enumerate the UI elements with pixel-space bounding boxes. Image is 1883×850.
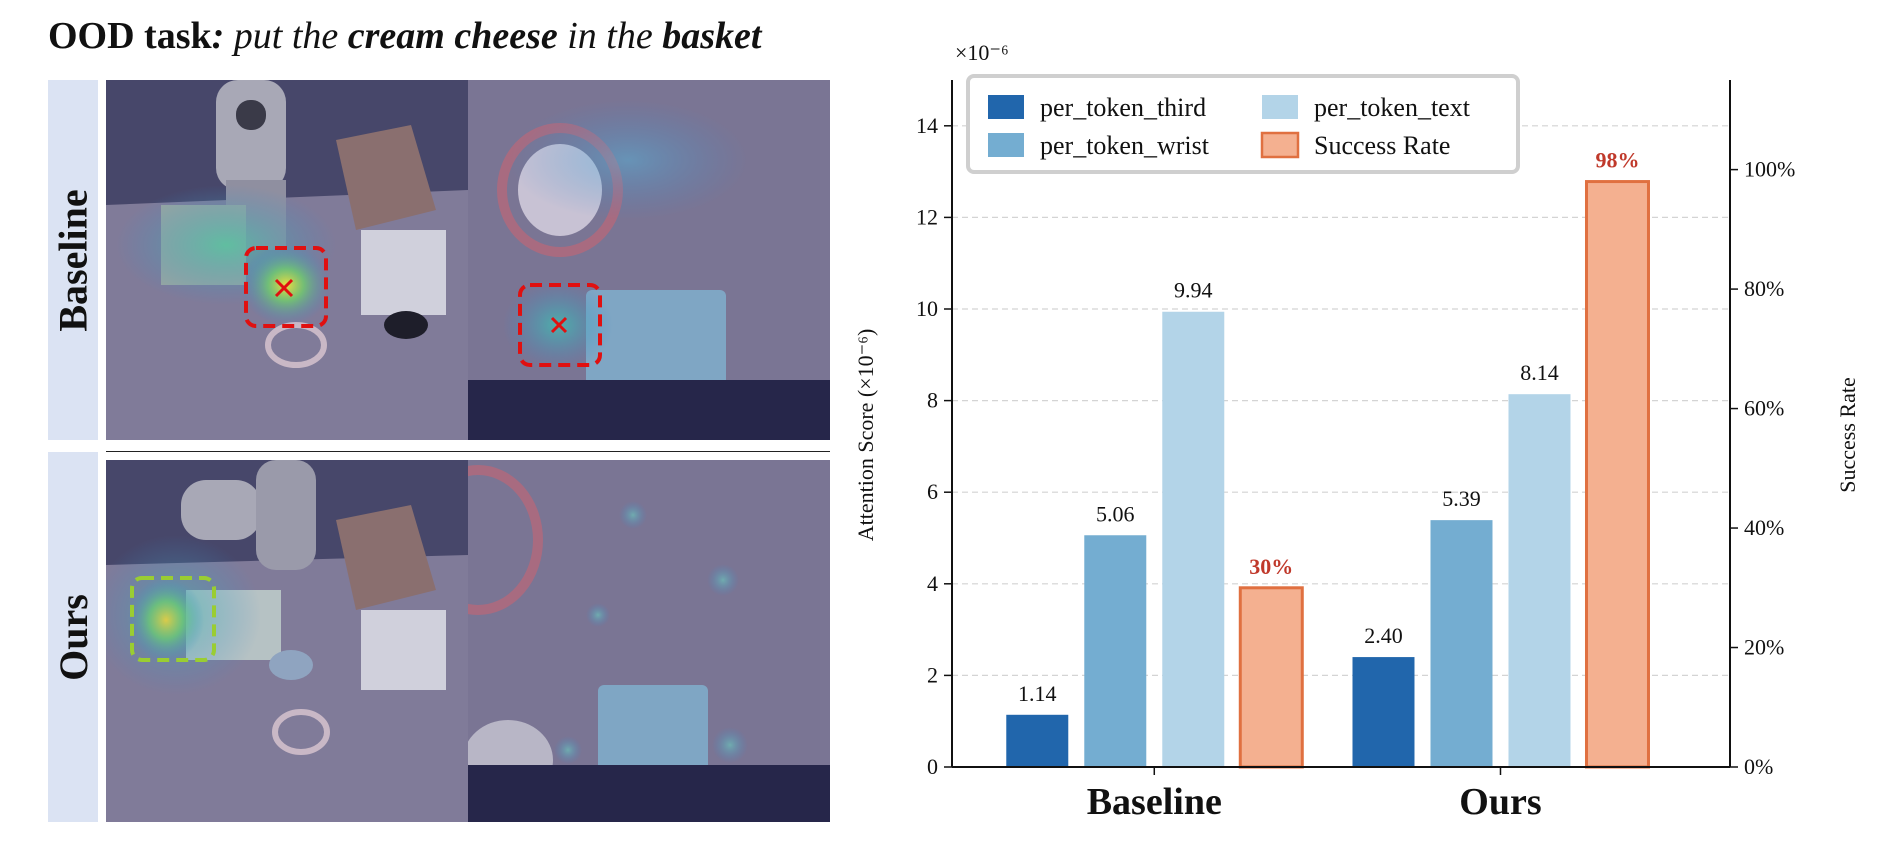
bar-value-label: 9.94 (1174, 278, 1213, 303)
y-axis-title: Attention Score (×10⁻⁶) (853, 329, 878, 542)
task-title-part-3: in the (567, 15, 653, 57)
legend-entry-label: per_token_wrist (1040, 131, 1210, 160)
ours-row-band (48, 452, 98, 822)
baseline-wrist-view-image (468, 80, 830, 440)
task-title-object: cream cheese (347, 15, 558, 57)
legend-box (966, 74, 1520, 174)
bar-value-label: 5.39 (1442, 486, 1481, 511)
bar-per-token-wrist-baseline (1084, 535, 1147, 767)
legend-swatch (988, 133, 1024, 157)
y-tick-label: 8 (927, 388, 938, 413)
x-category-label: Ours (1459, 781, 1541, 823)
attention-score-chart: 1.14 5.06 9.94 30% 2.40 5.39 8.14 98% 0 2 4 6 8 10 12… (853, 40, 1860, 823)
bar-value-label: 5.06 (1096, 501, 1135, 526)
bar-value-label: 1.14 (1018, 681, 1057, 706)
bar-per-token-text-ours (1508, 394, 1571, 767)
y2-tick-label: 60% (1744, 396, 1784, 421)
bar-per-token-wrist-ours (1430, 520, 1493, 767)
legend-swatch (1262, 95, 1298, 119)
bar-per-token-third-ours (1352, 657, 1415, 767)
axes: 0 2 4 6 8 10 12 14 0% 20% 40% 60% 80% 100% Baseline Our… (916, 80, 1795, 823)
task-title-target: basket (662, 15, 762, 57)
task-title-part-1: put the (233, 15, 339, 57)
bars: 1.14 5.06 9.94 30% 2.40 5.39 8.14 98% (1006, 148, 1650, 769)
bar-value-label: 8.14 (1520, 360, 1559, 385)
baseline-third-view-image (106, 80, 468, 440)
bar-value-label: 30% (1249, 554, 1293, 579)
legend-entry-label: Success Rate (1314, 131, 1450, 160)
y-tick-label: 4 (927, 571, 938, 596)
y2-tick-label: 20% (1744, 635, 1784, 660)
y2-axis-title: Success Rate (1835, 377, 1860, 492)
legend: per_token_third per_token_wrist per_token_… (966, 74, 1520, 174)
y2-tick-label: 100% (1744, 157, 1795, 182)
x-category-label: Baseline (1087, 781, 1222, 823)
baseline-row-band (48, 80, 98, 440)
bar-per-token-text-baseline (1162, 311, 1225, 767)
y-axis-exponent: ×10⁻⁶ (955, 40, 1009, 65)
legend-swatch (988, 95, 1024, 119)
task-title-prefix: OOD task (48, 15, 212, 57)
bar-value-label: 98% (1595, 148, 1639, 173)
y-tick-label: 2 (927, 662, 938, 687)
ours-row-label: Ours (50, 593, 96, 681)
legend-entry-label: per_token_third (1040, 93, 1206, 122)
y-tick-label: 6 (927, 479, 938, 504)
legend-entry-label: per_token_text (1314, 93, 1471, 122)
bar-per-token-third-baseline (1006, 714, 1069, 767)
y-tick-label: 10 (916, 296, 938, 321)
row-divider (106, 451, 830, 452)
ours-third-view-image (106, 460, 468, 822)
ours-wrist-view-image (468, 460, 830, 822)
baseline-row-label: Baseline (50, 188, 96, 332)
y2-tick-label: 0% (1744, 754, 1773, 779)
y-tick-label: 12 (916, 204, 938, 229)
legend-swatch (1260, 131, 1300, 159)
y-tick-label: 0 (927, 754, 938, 779)
y2-tick-label: 40% (1744, 515, 1784, 540)
y-tick-label: 14 (916, 113, 938, 138)
y2-tick-label: 80% (1744, 276, 1784, 301)
bar-success-rate-ours (1584, 180, 1650, 769)
bar-value-label: 2.40 (1364, 623, 1403, 648)
task-title: OOD task: put the cream cheese in the ba… (48, 14, 761, 58)
task-title-colon: : (211, 15, 225, 57)
bar-success-rate-baseline (1238, 586, 1304, 769)
